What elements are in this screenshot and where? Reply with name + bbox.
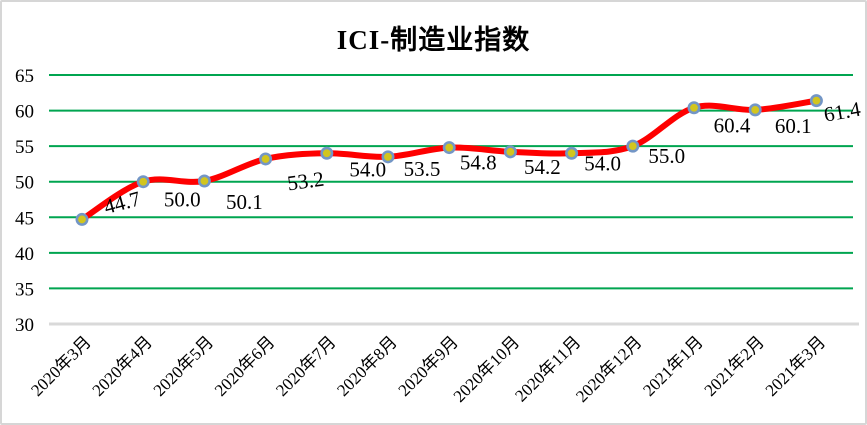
x-axis-tick-label: 2020年3月 [27, 332, 95, 400]
x-axis-tick-label: 2021年2月 [700, 332, 768, 400]
data-point-marker [381, 150, 395, 164]
data-point-marker [809, 94, 823, 108]
y-axis-tick-label: 35 [15, 279, 34, 300]
y-axis-tick-label: 45 [15, 208, 34, 229]
chart-title: ICI-制造业指数 [336, 25, 531, 55]
x-axis-tick-label: 2020年7月 [272, 332, 340, 400]
data-point-marker [687, 101, 701, 115]
x-axis-tick-label: 2021年1月 [639, 332, 707, 400]
data-point-marker [320, 146, 334, 160]
data-point-marker [626, 139, 640, 153]
data-point-marker [259, 152, 273, 166]
data-point-label: 55.0 [648, 144, 685, 168]
data-point-marker [565, 146, 579, 160]
data-point-label: 53.2 [286, 167, 326, 196]
x-axis-tick-label: 2020年12月 [572, 332, 646, 406]
data-point-label: 61.4 [822, 97, 863, 127]
y-axis-tick-label: 60 [15, 102, 34, 123]
data-point-label: 53.5 [404, 157, 441, 181]
data-point-label: 50.0 [164, 188, 201, 212]
data-point-marker [75, 212, 89, 226]
data-point-label: 60.1 [775, 114, 812, 138]
y-axis-tick-label: 55 [15, 137, 34, 158]
x-axis-tick-label: 2020年10月 [450, 332, 524, 406]
y-axis-tick-label: 40 [15, 244, 34, 265]
y-axis-tick-label: 65 [15, 66, 34, 87]
x-axis-tick-label: 2020年5月 [150, 332, 218, 400]
x-axis-tick-label: 2020年6月 [211, 332, 279, 400]
data-point-marker [197, 174, 211, 188]
data-point-marker [136, 175, 150, 189]
data-point-label: 60.4 [714, 114, 751, 138]
data-point-label: 54.0 [349, 157, 386, 181]
y-axis-tick-label: 30 [15, 315, 34, 336]
data-point-marker [442, 141, 456, 155]
y-axis-tick-label: 50 [15, 173, 34, 194]
data-point-label: 54.8 [460, 151, 497, 175]
x-axis-tick-label: 2021年3月 [762, 332, 830, 400]
x-axis-tick-label: 2020年8月 [333, 332, 401, 400]
x-axis-tick-label: 2020年4月 [88, 332, 156, 400]
data-point-marker [503, 145, 517, 159]
data-point-label: 54.2 [524, 155, 561, 179]
data-point-label: 50.1 [226, 190, 263, 214]
data-point-label: 44.7 [101, 186, 143, 219]
data-point-marker [748, 103, 762, 117]
data-point-label: 54.0 [584, 151, 621, 175]
